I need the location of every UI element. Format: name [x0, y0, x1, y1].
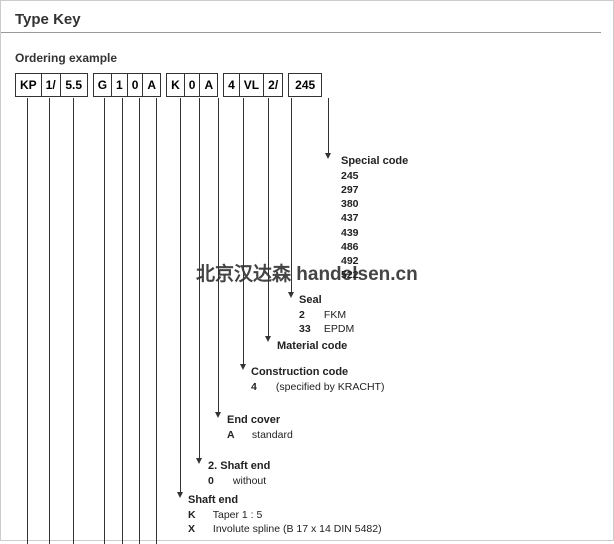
item-key: 4	[251, 380, 273, 394]
item-key: 245	[341, 169, 363, 183]
guide-line	[291, 98, 292, 293]
section-item: 2 FKM	[299, 308, 354, 322]
item-key: 437	[341, 211, 363, 225]
ordering-example-label: Ordering example	[1, 33, 613, 70]
type-code-row: KP1/5.5G10AK0A4VL2/245	[15, 73, 327, 97]
section-item: K Taper 1 : 5	[188, 508, 382, 522]
guide-line	[73, 98, 74, 544]
code-cell: 0	[128, 74, 144, 96]
section-end_cover: End coverA standard	[227, 413, 293, 442]
section-item: X Involute spline (B 17 x 14 DIN 5482)	[188, 522, 382, 536]
section-construction_code: Construction code4 (specified by KRACHT)	[251, 365, 384, 394]
item-key: A	[227, 428, 249, 442]
item-value: (specified by KRACHT)	[273, 381, 384, 393]
guide-line	[243, 98, 244, 365]
section-item: 437	[341, 211, 408, 225]
section-shaft_end_2: 2. Shaft end0 without	[208, 459, 270, 488]
code-cell: 0	[185, 74, 201, 96]
item-key: 2	[299, 308, 321, 322]
code-cell: 1/	[42, 74, 61, 96]
guide-line	[122, 98, 123, 544]
item-value: without	[230, 475, 266, 487]
section-title: Special code	[341, 154, 408, 169]
code-cell: 4	[224, 74, 240, 96]
section-item: 486	[341, 240, 408, 254]
guide-line	[139, 98, 140, 544]
item-key: X	[188, 522, 210, 536]
item-key: 492	[341, 254, 363, 268]
section-title: 2. Shaft end	[208, 459, 270, 474]
arrow-down-icon	[265, 336, 271, 342]
section-title: Construction code	[251, 365, 384, 380]
item-value: Involute spline (B 17 x 14 DIN 5482)	[210, 523, 382, 535]
arrow-down-icon	[215, 412, 221, 418]
code-cell: G	[94, 74, 112, 96]
section-item: 380	[341, 197, 408, 211]
item-key: 380	[341, 197, 363, 211]
item-key: 439	[341, 226, 363, 240]
section-title: End cover	[227, 413, 293, 428]
arrow-down-icon	[288, 292, 294, 298]
arrow-down-icon	[240, 364, 246, 370]
guide-line	[218, 98, 219, 413]
section-item: 522	[341, 268, 408, 282]
section-item: 297	[341, 183, 408, 197]
code-cell: 5.5	[61, 74, 87, 96]
code-cell: K	[167, 74, 185, 96]
guide-line	[268, 98, 269, 337]
item-key: 33	[299, 322, 321, 336]
guide-line	[328, 98, 329, 154]
guide-line	[49, 98, 50, 544]
item-value: Taper 1 : 5	[210, 509, 262, 521]
section-item: 4 (specified by KRACHT)	[251, 380, 384, 394]
section-special_code: Special code245297380437439486492522	[341, 154, 408, 282]
code-group-1: G10A	[93, 73, 161, 97]
section-item: A standard	[227, 428, 293, 442]
guide-line	[156, 98, 157, 544]
guide-line	[27, 98, 28, 544]
code-group-3: 4VL2/	[223, 73, 283, 97]
arrow-down-icon	[196, 458, 202, 464]
guide-line	[180, 98, 181, 493]
code-cell: A	[200, 74, 217, 96]
code-group-2: K0A	[166, 73, 218, 97]
guide-line	[104, 98, 105, 544]
section-title: Shaft end	[188, 493, 382, 508]
item-key: 486	[341, 240, 363, 254]
item-value: EPDM	[321, 323, 354, 335]
section-material_code: Material code	[277, 339, 347, 354]
code-cell: 245	[289, 74, 321, 96]
arrow-down-icon	[325, 153, 331, 159]
section-item: 0 without	[208, 474, 270, 488]
section-title: Material code	[277, 339, 347, 354]
item-value: FKM	[321, 309, 346, 321]
section-item: 33 EPDM	[299, 322, 354, 336]
section-item: 439	[341, 226, 408, 240]
code-cell: KP	[16, 74, 42, 96]
section-shaft_end: Shaft endK Taper 1 : 5X Involute spline …	[188, 493, 382, 536]
code-group-4: 245	[288, 73, 322, 97]
section-item: 245	[341, 169, 408, 183]
page-title: Type Key	[1, 1, 601, 33]
code-group-0: KP1/5.5	[15, 73, 88, 97]
section-item: 492	[341, 254, 408, 268]
code-cell: 1	[112, 74, 128, 96]
item-value: standard	[249, 429, 293, 441]
item-key: 0	[208, 474, 230, 488]
section-seal: Seal2 FKM33 EPDM	[299, 293, 354, 336]
guide-line	[199, 98, 200, 459]
code-cell: 2/	[264, 74, 282, 96]
section-title: Seal	[299, 293, 354, 308]
code-cell: VL	[240, 74, 264, 96]
item-key: 522	[341, 268, 363, 282]
item-key: K	[188, 508, 210, 522]
arrow-down-icon	[177, 492, 183, 498]
code-cell: A	[143, 74, 160, 96]
item-key: 297	[341, 183, 363, 197]
